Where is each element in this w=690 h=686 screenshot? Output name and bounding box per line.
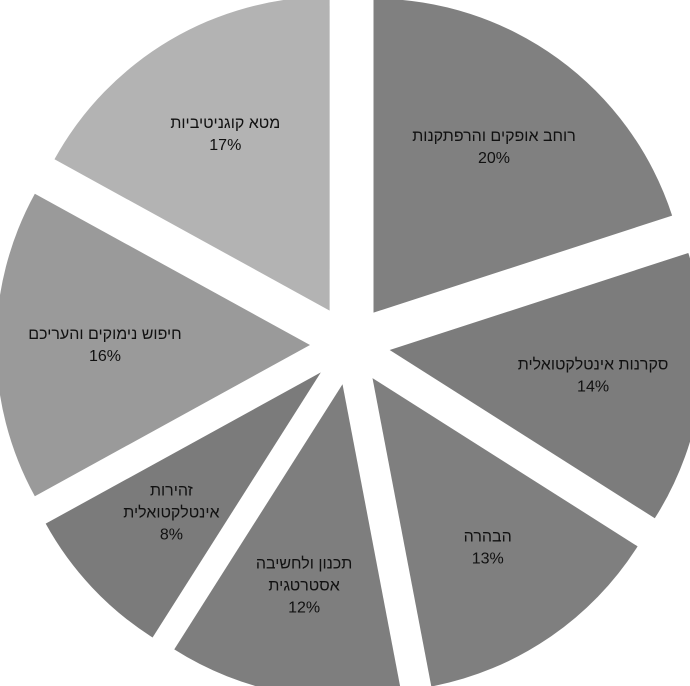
- slice-percent-6: 17%: [209, 137, 241, 154]
- slice-percent-5: 16%: [89, 348, 121, 365]
- slice-label-1-line-0: סקרנות אינטלקטואלית: [518, 356, 669, 374]
- slice-percent-2: 13%: [472, 551, 504, 568]
- pie-slice-5: [0, 193, 310, 497]
- pie-slice-3: [174, 384, 401, 686]
- pie-slice-4: [45, 372, 321, 638]
- slice-percent-4: 8%: [160, 527, 183, 544]
- pie-slice-0: [373, 0, 673, 313]
- pie-slice-2: [372, 378, 638, 686]
- slice-label-3-line-0: תכנון ולחשיבה: [256, 555, 353, 573]
- slice-label-2-line-0: הבהרה: [464, 529, 512, 546]
- pie-slice-6: [54, 0, 330, 311]
- pie-labels: רוחב אופקים והרפתקנות 20% סקרנות אינטלקטוא…: [28, 115, 668, 617]
- slice-label-4-line-0: זהירות: [150, 483, 193, 500]
- slice-label-6-line-0: מטא קוגניטיביות: [170, 115, 280, 132]
- slice-label-5-line-0: חיפוש נימוקים והעריכם: [28, 326, 181, 343]
- slice-percent-1: 14%: [577, 379, 609, 396]
- slice-label-0-line-0: רוחב אופקים והרפתקנות: [412, 128, 576, 145]
- slice-label-3-line-1: אסטרטגית: [268, 578, 339, 595]
- slice-percent-3: 12%: [288, 600, 320, 617]
- slice-percent-0: 20%: [478, 150, 510, 167]
- slice-label-4-line-1: אינטלקטואלית: [123, 504, 219, 522]
- pie-slice-1: [389, 252, 690, 519]
